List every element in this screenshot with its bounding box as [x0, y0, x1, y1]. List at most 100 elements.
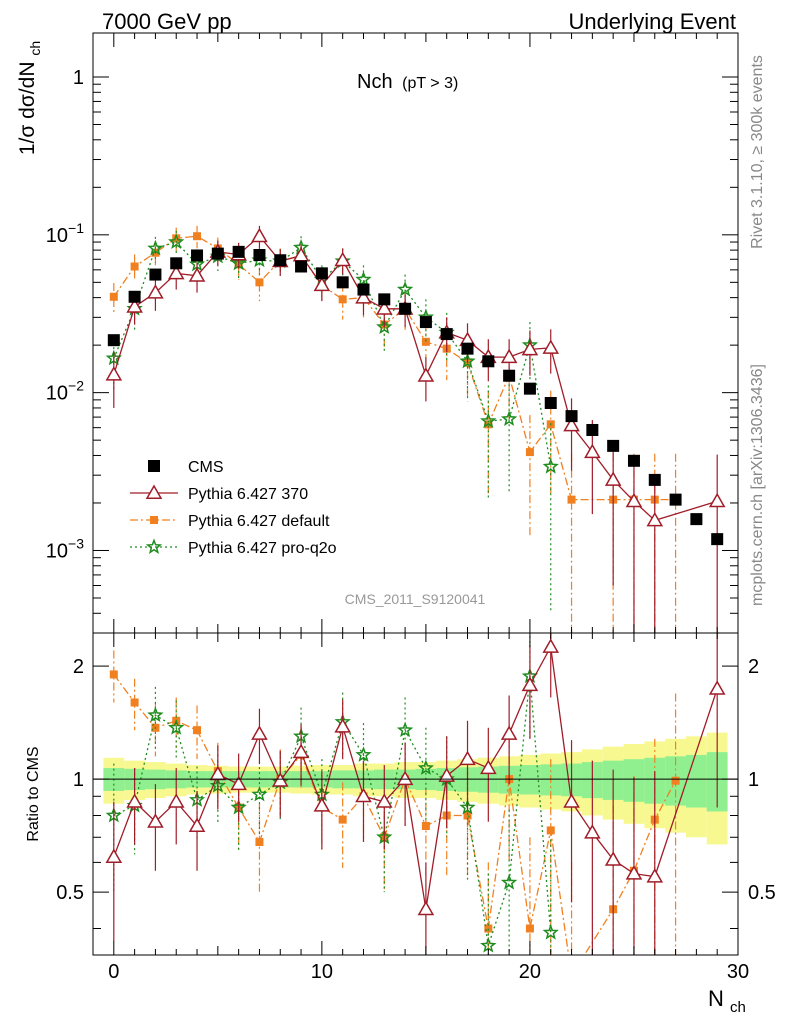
- tune-370-point: [126, 793, 143, 808]
- ratio-axis-label: Ratio to CMS: [25, 746, 42, 841]
- default-tune-point: [193, 232, 202, 241]
- cms-data-point: [627, 454, 640, 467]
- tune-370-point: [334, 251, 351, 267]
- tune-370-point: [604, 851, 622, 866]
- pro-q2o-point: [500, 874, 518, 890]
- ratio-panel-frame: [92, 632, 739, 956]
- cms-data-point: [482, 355, 495, 368]
- tune-370-point: [313, 276, 331, 292]
- cms-data-point: [586, 423, 599, 436]
- series-line: [113, 235, 718, 522]
- default-tune-point: [150, 516, 158, 524]
- pro-q2o-point: [251, 785, 268, 802]
- tune-370-point: [355, 289, 372, 304]
- tune-370-point: [375, 793, 393, 808]
- cms-data-point: [149, 268, 162, 281]
- cms-data-point: [295, 260, 308, 273]
- default-tune-point: [130, 262, 139, 271]
- tune-370-point: [625, 492, 643, 508]
- cms-data-point: [711, 533, 724, 546]
- cms-data-point: [461, 342, 474, 355]
- legend-entry-label: Pythia 6.427 pro-q2o: [188, 540, 337, 557]
- cms-data-point: [440, 328, 453, 341]
- ratio-series-line: [113, 676, 552, 946]
- tune-370-point: [167, 264, 185, 280]
- tune-370-point: [271, 772, 289, 787]
- legend-entry-label: Pythia 6.427 370: [188, 486, 308, 503]
- tune-370-point: [230, 775, 247, 791]
- tune-370-point: [563, 416, 580, 432]
- cms-data-point: [211, 247, 224, 260]
- tune-370-point: [521, 340, 539, 356]
- tune-370-point: [625, 865, 643, 880]
- cms-data-point: [669, 493, 682, 506]
- x-axis-label-main: N: [708, 986, 724, 1011]
- tune-370-point: [126, 298, 143, 313]
- ratio-series-line: [113, 644, 718, 910]
- cms-data-point: [191, 249, 204, 262]
- cms-data-point: [107, 334, 120, 347]
- tune-370-point: [584, 824, 601, 839]
- cms-data-point: [607, 439, 620, 452]
- tune-370-point: [396, 770, 414, 786]
- tune-370-point: [292, 743, 310, 759]
- tune-370-point: [105, 848, 123, 864]
- cms-data-point: [378, 293, 391, 306]
- axes: 0 10 20 30 1 10−1 10−2 10−3 0.5 0.5 1 1 2 2: [46, 33, 776, 983]
- default-tune-point: [193, 726, 202, 735]
- default-tune-point: [525, 924, 534, 933]
- cms-data-point: [128, 290, 141, 303]
- x-tick-label: 30: [727, 961, 749, 983]
- default-tune-point: [130, 698, 139, 707]
- cms-data-point: [170, 257, 183, 270]
- default-tune-point: [568, 971, 576, 979]
- cms-data-point: [399, 302, 412, 315]
- x-axis-label-sub: ch: [730, 999, 746, 1016]
- ratio-tick-label-right: 1: [748, 769, 759, 791]
- pro-q2o-point: [542, 458, 559, 474]
- tune-370-point: [251, 227, 268, 243]
- tune-370-point: [646, 868, 664, 883]
- tune-370-point: [147, 813, 164, 828]
- cms-data-point: [419, 316, 432, 329]
- tune-370-point: [500, 725, 518, 740]
- ratio-tick-label-left: 0.5: [56, 882, 84, 904]
- ratio-tick-label-left: 1: [73, 769, 84, 791]
- ratio-tick-label-left: 2: [73, 656, 84, 678]
- tune-370-point: [604, 471, 622, 486]
- default-tune-point: [671, 776, 680, 785]
- pro-q2o-point: [355, 746, 372, 762]
- plot-title: Nch (pT > 3): [357, 71, 458, 93]
- mcplots-label: mcplots.cern.ch [arXiv:1306.3436]: [749, 364, 766, 606]
- cms-data-point: [544, 396, 557, 409]
- pro-q2o-point: [396, 721, 414, 738]
- pro-q2o-point: [459, 798, 476, 815]
- cms-data-point: [336, 276, 349, 289]
- tune-370-point: [708, 492, 726, 508]
- pro-q2o-point: [500, 410, 518, 426]
- default-tune-point: [567, 495, 576, 504]
- tune-370-point: [521, 676, 539, 692]
- analysis-id-label: CMS_2011_S9120041: [345, 591, 486, 607]
- tune-370-point: [188, 267, 206, 282]
- pro-q2o-point: [145, 538, 163, 554]
- default-tune-point: [421, 822, 430, 831]
- cms-data-point: [274, 254, 287, 267]
- ratio-inner-band-bin: [519, 765, 541, 795]
- pro-q2o-point: [355, 271, 372, 287]
- tune-370-point: [145, 484, 163, 499]
- tune-370-point: [375, 300, 393, 315]
- ratio-tick-label-right: 0.5: [748, 882, 776, 904]
- cms-data-point: [232, 245, 245, 258]
- plot-title-sub: (pT > 3): [402, 75, 458, 92]
- default-tune-point: [255, 278, 264, 287]
- cms-data-point: [357, 283, 370, 296]
- y-tick-label: 10−1: [46, 220, 84, 247]
- cms-data-point: [690, 513, 703, 526]
- tune-370-point: [355, 787, 372, 803]
- plot-title-main: Nch: [357, 71, 393, 93]
- default-tune-point: [338, 815, 347, 824]
- cms-data-point: [148, 460, 160, 472]
- pro-q2o-point: [396, 280, 414, 297]
